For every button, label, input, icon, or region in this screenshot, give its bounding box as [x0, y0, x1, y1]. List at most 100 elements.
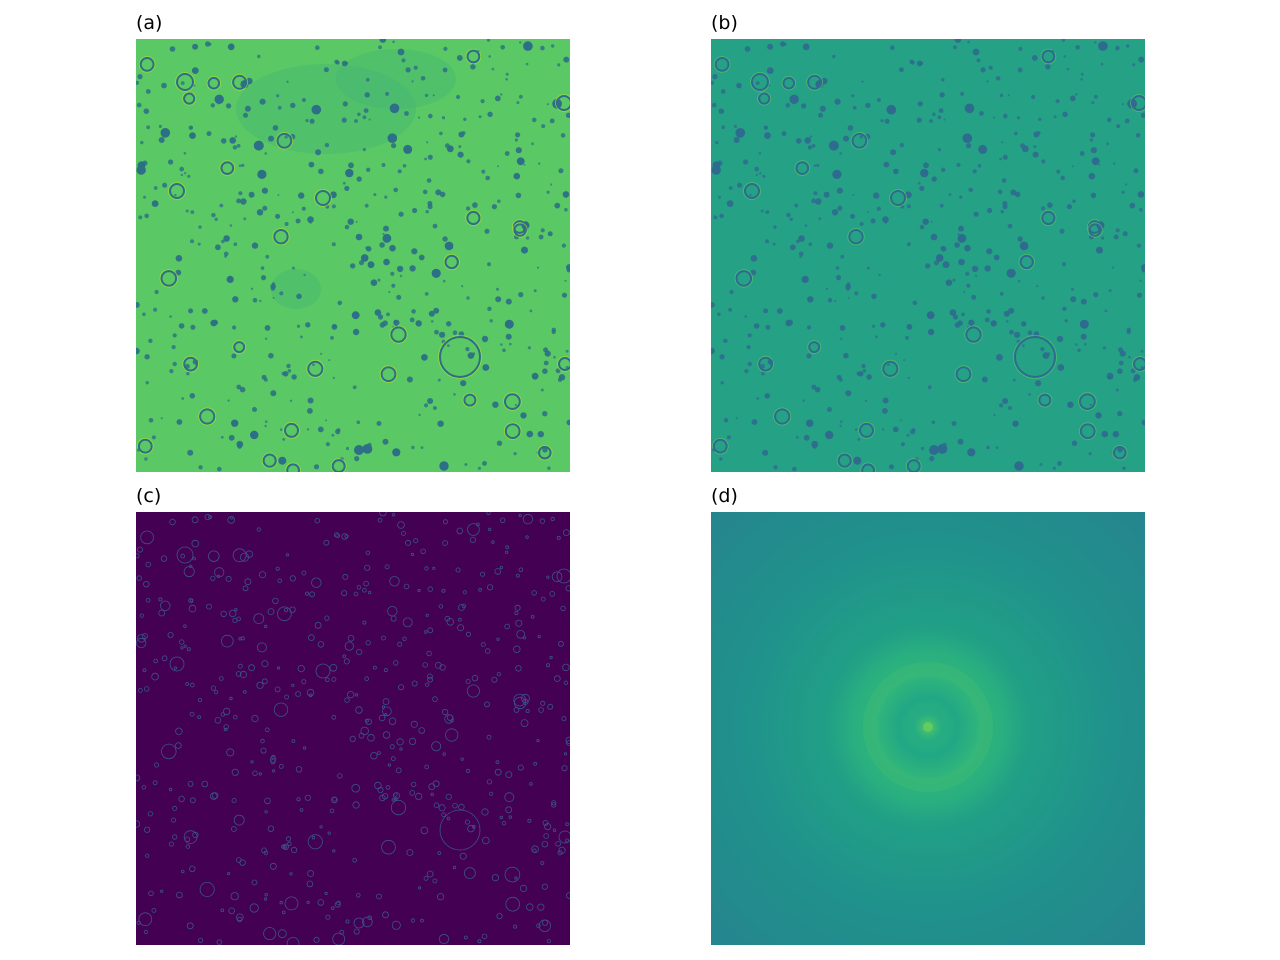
particle — [307, 397, 314, 404]
particle — [317, 426, 324, 433]
bubble-rim — [858, 421, 875, 439]
particle — [1133, 168, 1139, 174]
particle — [1121, 190, 1125, 194]
edge-contour — [256, 642, 267, 653]
particle — [232, 145, 238, 150]
particle — [229, 224, 233, 227]
particle — [393, 319, 400, 326]
edge-contour — [253, 613, 265, 624]
particle — [241, 163, 245, 167]
edge-contour — [452, 803, 458, 809]
edge-contour — [513, 645, 521, 653]
particle — [772, 242, 776, 246]
edge-contour — [445, 728, 459, 742]
particle — [723, 418, 729, 423]
particle — [851, 94, 855, 98]
particle — [184, 172, 187, 175]
bubble — [782, 76, 796, 90]
particle — [934, 260, 939, 266]
bubble — [262, 453, 277, 468]
edge-contour — [504, 866, 521, 883]
edge-contour — [471, 824, 476, 829]
bubble-rim — [261, 452, 278, 469]
particle — [360, 254, 369, 262]
particle — [1079, 319, 1089, 329]
particle — [762, 449, 769, 456]
edge-contour — [185, 844, 191, 849]
edge-contour — [481, 933, 488, 940]
particle — [1063, 55, 1066, 58]
edge-contour — [522, 513, 534, 525]
edge-contour — [486, 512, 491, 516]
edge-contour — [284, 694, 290, 700]
particle — [1090, 132, 1096, 138]
particle — [494, 95, 501, 102]
particle — [718, 195, 721, 199]
particle — [753, 323, 760, 329]
particle — [1088, 452, 1092, 456]
particle — [995, 76, 1001, 81]
particle — [442, 67, 448, 73]
particle — [744, 46, 751, 52]
particle — [758, 151, 762, 155]
particle — [354, 119, 358, 123]
particle — [387, 133, 398, 143]
edge-contour — [500, 517, 506, 523]
particle — [1031, 55, 1038, 61]
edge-contour — [143, 929, 148, 935]
edge-contour — [457, 617, 462, 622]
particle — [1009, 329, 1014, 335]
particle — [839, 378, 843, 382]
particle — [231, 353, 237, 359]
particle — [1090, 192, 1097, 199]
particle — [144, 457, 148, 461]
particle — [190, 239, 194, 244]
particle — [137, 74, 143, 80]
edge-contour — [283, 844, 288, 849]
particle — [520, 412, 527, 419]
edge-contour — [467, 824, 475, 833]
edge-contour — [267, 608, 275, 615]
particle — [952, 314, 959, 320]
edge-contour — [532, 848, 537, 853]
particle — [986, 80, 989, 83]
particle — [1047, 352, 1051, 356]
edge-contour — [331, 676, 337, 682]
particle — [1137, 191, 1145, 198]
edge-contour — [465, 768, 471, 774]
edge-contour — [391, 513, 396, 517]
particle — [212, 319, 218, 326]
bubble — [220, 161, 235, 176]
particle — [900, 419, 903, 422]
particle — [773, 465, 778, 470]
edge-contour — [445, 793, 452, 800]
edge-contour — [537, 635, 541, 639]
particle — [502, 348, 506, 353]
edge-contour — [367, 733, 375, 742]
particle — [713, 215, 718, 220]
edge-contour — [476, 522, 480, 527]
particle — [401, 58, 406, 63]
bubble-rim — [750, 72, 770, 92]
bubble — [714, 57, 730, 72]
particle — [484, 228, 490, 234]
particle — [1106, 117, 1112, 123]
particle — [169, 46, 176, 52]
edge-contour — [413, 538, 419, 544]
edge-contour — [345, 919, 350, 924]
particle — [284, 135, 288, 139]
particle — [341, 60, 348, 67]
particle — [228, 434, 235, 441]
edge-contour — [393, 660, 399, 666]
particle — [1094, 94, 1098, 99]
fft-inner-ring — [903, 702, 953, 752]
particle — [427, 154, 433, 160]
edge-contour — [269, 862, 277, 870]
particle — [540, 228, 545, 233]
edge-contour — [272, 597, 279, 605]
edge-contour — [401, 530, 406, 536]
edge-contour — [379, 794, 386, 802]
particle — [1001, 178, 1007, 183]
edge-contour — [515, 665, 522, 672]
edge-contour — [387, 763, 391, 767]
